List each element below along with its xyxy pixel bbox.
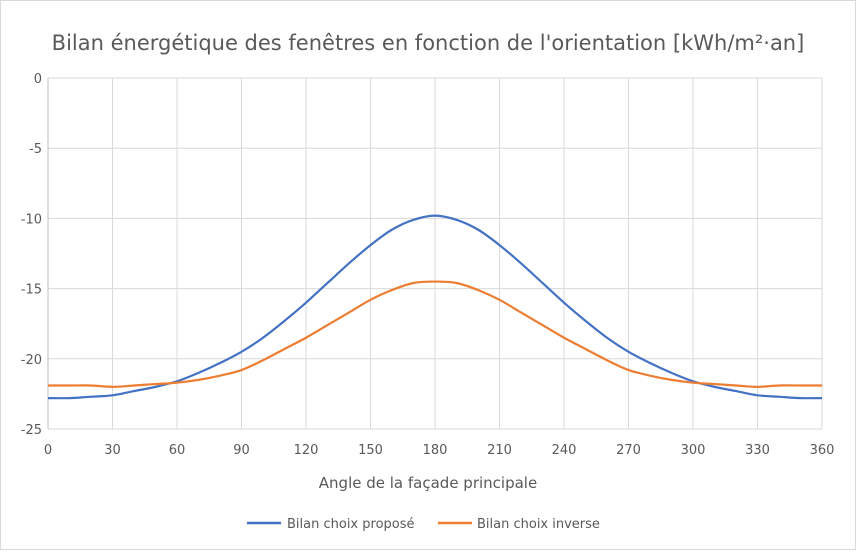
series-line-2 xyxy=(48,280,822,388)
y-tick-label: -10 xyxy=(21,212,42,227)
x-tick-label: 330 xyxy=(745,443,770,458)
x-tick-label: 90 xyxy=(233,443,250,458)
gridlines xyxy=(48,77,823,430)
x-tick-label: 300 xyxy=(681,443,706,458)
legend-label: Bilan choix inverse xyxy=(477,517,600,532)
y-tick-label: 0 xyxy=(34,72,42,87)
legend-label: Bilan choix proposé xyxy=(287,517,415,532)
y-tick-label: -15 xyxy=(21,283,42,298)
x-tick-label: 30 xyxy=(104,443,121,458)
x-tick-label: 60 xyxy=(169,443,186,458)
tick-labels: 0 30 60 90 120 150 180 210 240 270 300 330 360 0 -5 -10… xyxy=(21,72,835,458)
x-tick-label: 150 xyxy=(358,443,383,458)
x-tick-label: 270 xyxy=(616,443,641,458)
chart-title: Bilan énergétique des fenêtres en foncti… xyxy=(52,31,805,55)
series-lines xyxy=(47,214,823,400)
x-tick-label: 120 xyxy=(294,443,319,458)
series-line-1 xyxy=(47,214,823,400)
legend: Bilan choix proposé Bilan choix inverse xyxy=(247,517,600,532)
x-axis-title: Angle de la façade principale xyxy=(319,474,537,492)
x-tick-label: 360 xyxy=(810,443,835,458)
x-tick-label: 180 xyxy=(423,443,448,458)
y-tick-label: -20 xyxy=(21,353,42,368)
y-tick-label: -5 xyxy=(29,142,42,157)
x-tick-label: 210 xyxy=(487,443,512,458)
x-tick-label: 240 xyxy=(552,443,577,458)
x-tick-label: 0 xyxy=(44,443,52,458)
y-tick-label: -25 xyxy=(21,423,42,438)
